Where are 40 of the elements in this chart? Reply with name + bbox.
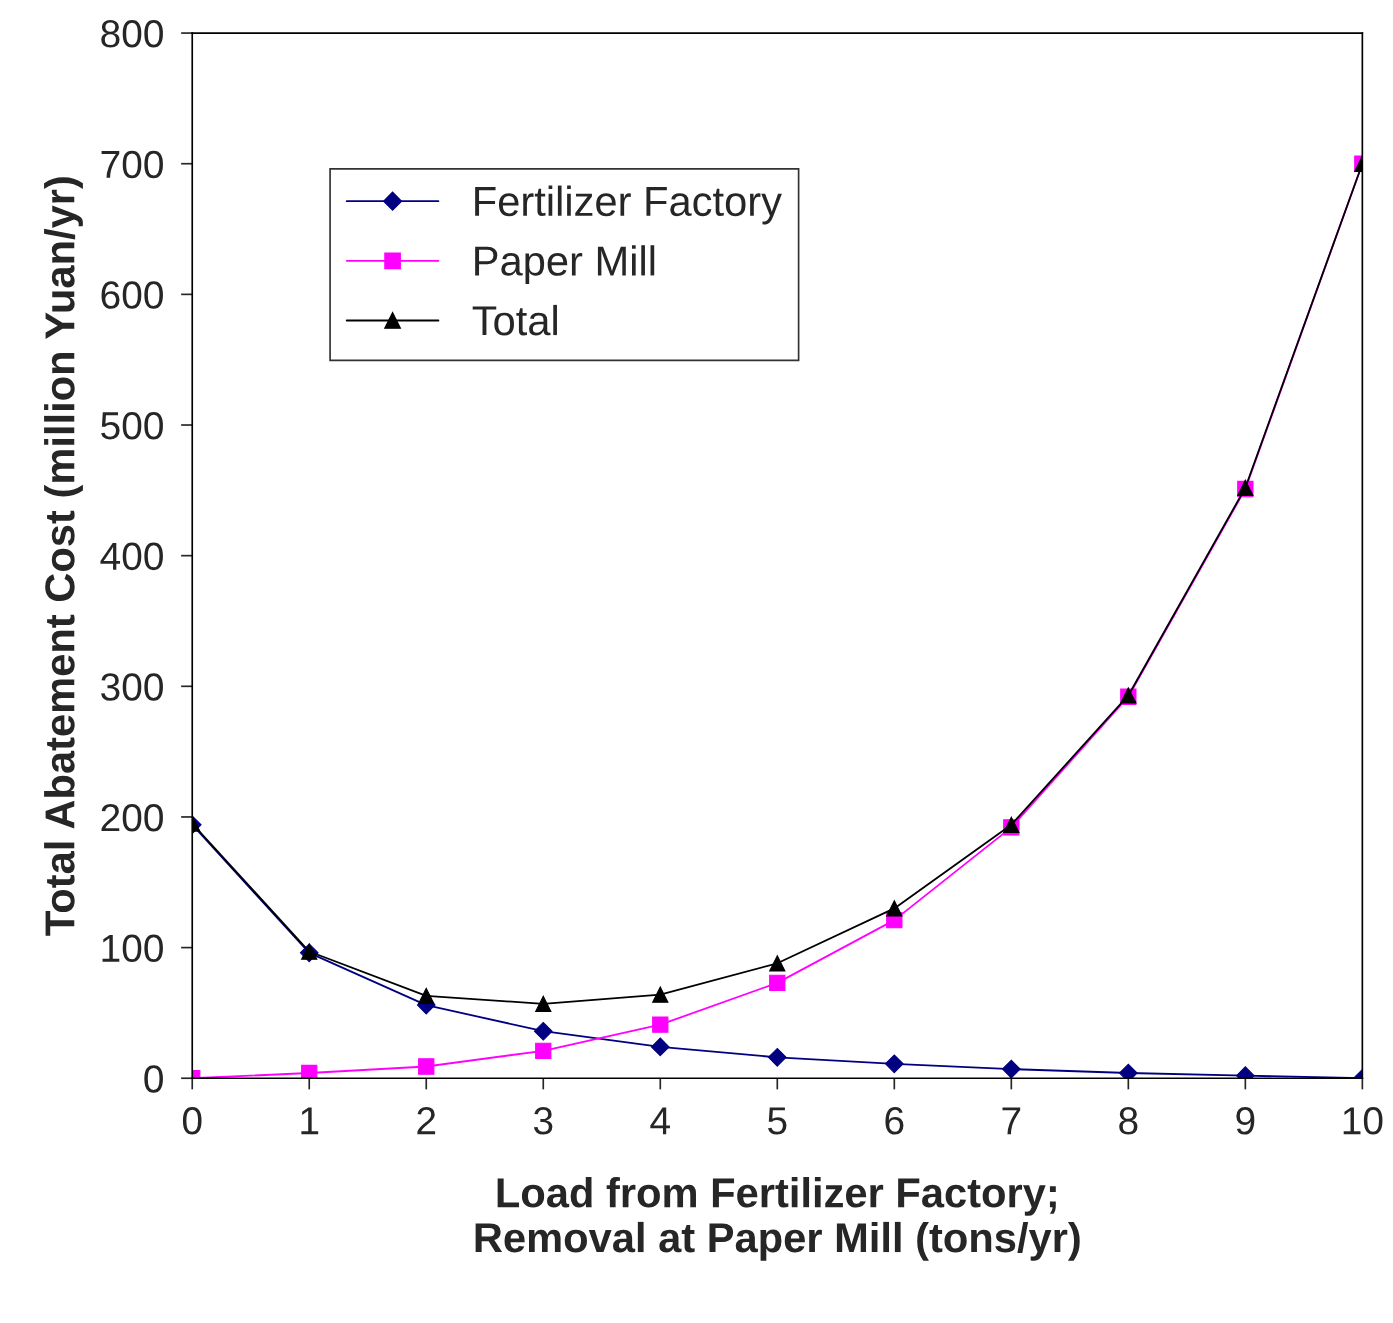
point: [1118, 1063, 1138, 1079]
point: [535, 1042, 552, 1059]
y-tick-label: 600: [101, 281, 163, 309]
x-tick-label: 2: [417, 1107, 436, 1135]
legend-label: Fertilizer Factory: [475, 185, 782, 225]
x-tick-label: 1: [301, 1107, 319, 1135]
point: [652, 986, 669, 1003]
y-tick-label: 100: [102, 934, 163, 963]
x-tick-label: 4: [650, 1107, 670, 1135]
y-tick-label: 300: [101, 673, 163, 701]
point: [769, 974, 786, 992]
x-tick-label: 8: [1119, 1107, 1138, 1135]
point: [418, 987, 435, 1005]
legend-label: Paper Mill: [475, 245, 655, 285]
x-tick-label: 9: [1236, 1107, 1255, 1135]
point: [769, 955, 786, 972]
x-tick-label: 3: [533, 1107, 553, 1135]
point: [652, 1016, 669, 1033]
y-tick-label: 200: [101, 803, 163, 832]
y-tick-label: 800: [101, 20, 163, 48]
point: [535, 995, 552, 1012]
x-tick-label: 0: [182, 1107, 202, 1135]
x-tick-label: 6: [885, 1107, 904, 1135]
point: [533, 1021, 553, 1041]
point: [767, 1047, 787, 1067]
point: [884, 1054, 904, 1074]
point: [886, 900, 903, 917]
point: [1001, 1059, 1021, 1079]
point: [418, 1058, 435, 1075]
x-axis-title: Load from Fertilizer Factory; Removal at Paper Mill (tons/yr): [475, 1177, 1080, 1261]
y-tick-label: 0: [144, 1065, 163, 1093]
y-tick-label: 500: [101, 411, 163, 440]
x-tick-label: 5: [768, 1107, 787, 1135]
x-tick-label: 7: [1002, 1107, 1021, 1135]
y-tick-label: 400: [100, 542, 163, 571]
y-tick-label: 700: [101, 150, 163, 179]
y-axis-title: Total Abatement Cost (million Yuan/yr): [44, 177, 83, 936]
legend-label: Total: [472, 304, 557, 336]
x-tick-label: 10: [1343, 1107, 1383, 1135]
point: [650, 1037, 670, 1057]
